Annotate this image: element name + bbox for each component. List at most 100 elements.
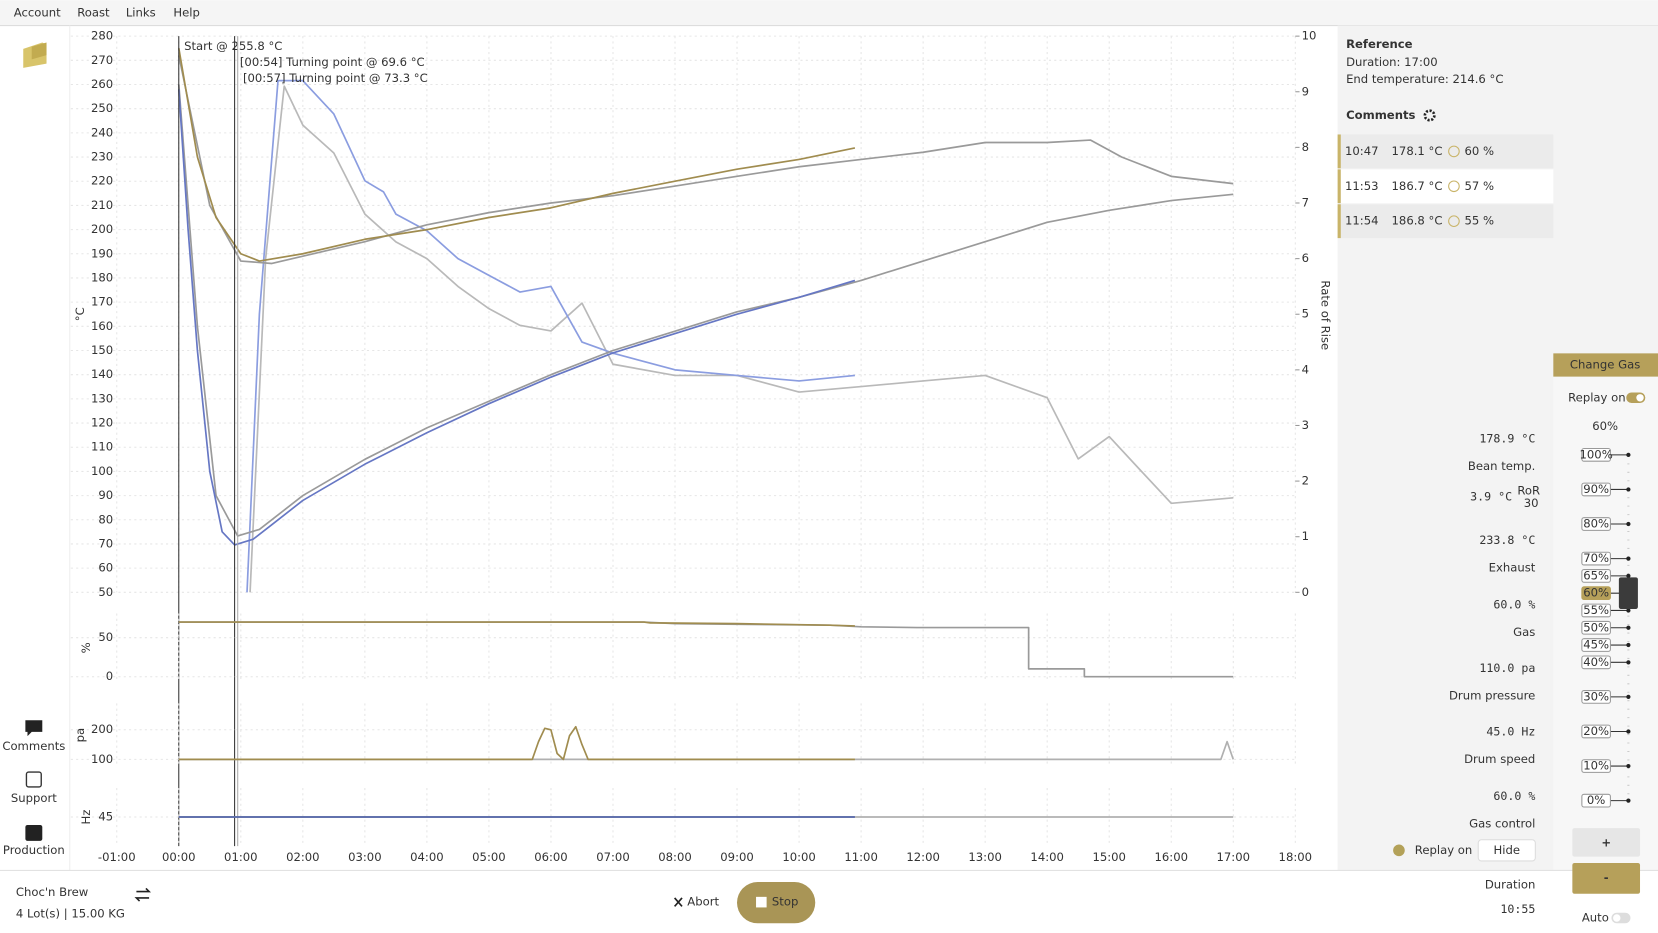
slider-label-box[interactable] (1581, 447, 1611, 462)
slider-dot (1626, 521, 1631, 527)
comment-row[interactable] (1337, 204, 1554, 239)
sidebar-label[interactable]: Production (3, 843, 65, 857)
comment-temp: 186.7 °C (1392, 179, 1443, 193)
duration-label: Duration (1485, 878, 1536, 892)
slider-label[interactable]: 0% (1587, 793, 1605, 807)
comment-marker (1337, 134, 1341, 169)
slider-label[interactable]: 40% (1583, 655, 1609, 669)
slider-label-box[interactable] (1581, 517, 1611, 531)
minus-button[interactable] (1572, 863, 1641, 894)
sidebar-label[interactable]: Comments (2, 739, 65, 753)
gas-icon (1448, 145, 1460, 158)
auto-label: Auto (1582, 911, 1609, 925)
slider-label-box[interactable] (1581, 724, 1611, 739)
slider-label-box[interactable] (1581, 569, 1611, 583)
comment-gas: 57 % (1464, 179, 1494, 193)
slider-label-box[interactable] (1581, 655, 1611, 670)
x-tick-label: 02:00 (286, 850, 320, 864)
slider-label[interactable]: 10% (1583, 759, 1609, 773)
settings-icon[interactable] (1423, 109, 1436, 122)
series-line (249, 85, 1234, 593)
menu-item[interactable]: Links (126, 5, 156, 19)
y-tick-label: 120 (91, 416, 113, 430)
slider-label-box[interactable] (1581, 690, 1611, 704)
reference-duration: Duration: 17:00 (1346, 55, 1438, 69)
y-tick-label: 220 (91, 174, 113, 188)
slider-label[interactable]: 90% (1583, 482, 1609, 496)
reading-value: 3.9 °C (1470, 490, 1512, 504)
slider-dot (1626, 573, 1631, 579)
y2-tick-label: 1 (1302, 529, 1309, 543)
slider-dot (1626, 487, 1631, 492)
comment-gas: 60 % (1464, 144, 1494, 158)
plus-label[interactable]: + (1601, 835, 1611, 849)
slider-label-box[interactable] (1581, 551, 1611, 566)
minus-label[interactable]: - (1604, 870, 1609, 884)
footer (0, 870, 1658, 933)
slider-dot (1626, 625, 1631, 630)
swap-icon[interactable] (134, 887, 152, 902)
hide-button[interactable] (1477, 839, 1536, 862)
gas-title[interactable]: Change Gas (1570, 357, 1640, 371)
menu-item[interactable]: Roast (77, 5, 110, 19)
change-gas-header[interactable] (1553, 353, 1658, 377)
slider-label[interactable]: 80% (1583, 517, 1609, 531)
menu-item[interactable]: Help (173, 5, 200, 19)
gas-replay: Replay on (1568, 390, 1626, 404)
y2-tick-label: 10 (1302, 29, 1317, 43)
stop-button[interactable] (737, 882, 816, 924)
y2-tick-label: 4 (1302, 362, 1309, 376)
comments-icon[interactable] (25, 720, 43, 737)
comment-row[interactable] (1337, 169, 1554, 204)
slider-label[interactable]: 100% (1580, 447, 1613, 461)
x-tick-label: 06:00 (534, 850, 568, 864)
slider-label-box[interactable] (1581, 586, 1611, 601)
x-tick-label: 00:00 (162, 850, 196, 864)
slider-label-box[interactable] (1581, 759, 1611, 773)
comment-temp: 186.8 °C (1392, 214, 1443, 228)
slider-label[interactable]: 45% (1583, 638, 1609, 652)
slider-label[interactable]: 65% (1583, 568, 1609, 582)
slider-label[interactable]: 20% (1583, 724, 1609, 738)
reading-label: Bean temp. (1468, 459, 1535, 473)
slider-label-box[interactable] (1581, 482, 1611, 497)
slider-handle[interactable] (1618, 577, 1638, 610)
slider-label-box[interactable] (1581, 603, 1611, 618)
stop-label[interactable]: Stop (772, 895, 798, 909)
sidebar-label[interactable]: Support (11, 791, 57, 805)
menu-item[interactable]: Account (14, 5, 61, 19)
comment-time: 11:54 (1345, 214, 1379, 228)
y-axis-label: % (79, 642, 93, 653)
hide-label[interactable]: Hide (1494, 843, 1521, 857)
slider-label[interactable]: 50% (1583, 620, 1609, 634)
slider-dot (1626, 642, 1631, 648)
slider-label[interactable]: 70% (1583, 551, 1609, 565)
series-line (177, 84, 1234, 537)
x-tick-label: -01:00 (98, 850, 136, 864)
comment-marker (1337, 204, 1341, 239)
slider-dot (1626, 608, 1631, 613)
slider-label[interactable]: 30% (1583, 689, 1609, 703)
reading-value: 45.0 Hz (1486, 724, 1535, 738)
support-icon[interactable] (25, 771, 42, 788)
y-tick-label: 90 (98, 488, 113, 502)
plus-button[interactable] (1572, 828, 1641, 857)
menu-bar (0, 0, 1658, 26)
slider-label-box[interactable] (1581, 638, 1611, 652)
duration-value: 10:55 (1500, 902, 1535, 916)
abort-label[interactable]: Abort (687, 895, 719, 909)
gas-value: 60% (1592, 419, 1618, 433)
slider-label-box[interactable] (1581, 620, 1611, 635)
comment-row[interactable] (1337, 134, 1554, 169)
production-icon[interactable] (25, 824, 43, 841)
slider-label-box[interactable] (1581, 793, 1611, 808)
x-tick-label: 09:00 (720, 850, 754, 864)
y-tick-label: 100 (91, 464, 113, 478)
y2-tick-label: 8 (1302, 140, 1309, 154)
comment-time: 10:47 (1345, 144, 1379, 158)
y-axis-label: pa (73, 728, 87, 743)
slider-label[interactable]: 60% (1583, 586, 1609, 600)
event-label: [00:54] Turning point @ 69.6 °C (240, 55, 425, 69)
slider-label[interactable]: 55% (1583, 603, 1609, 617)
y-tick-label: 60 (98, 561, 113, 575)
